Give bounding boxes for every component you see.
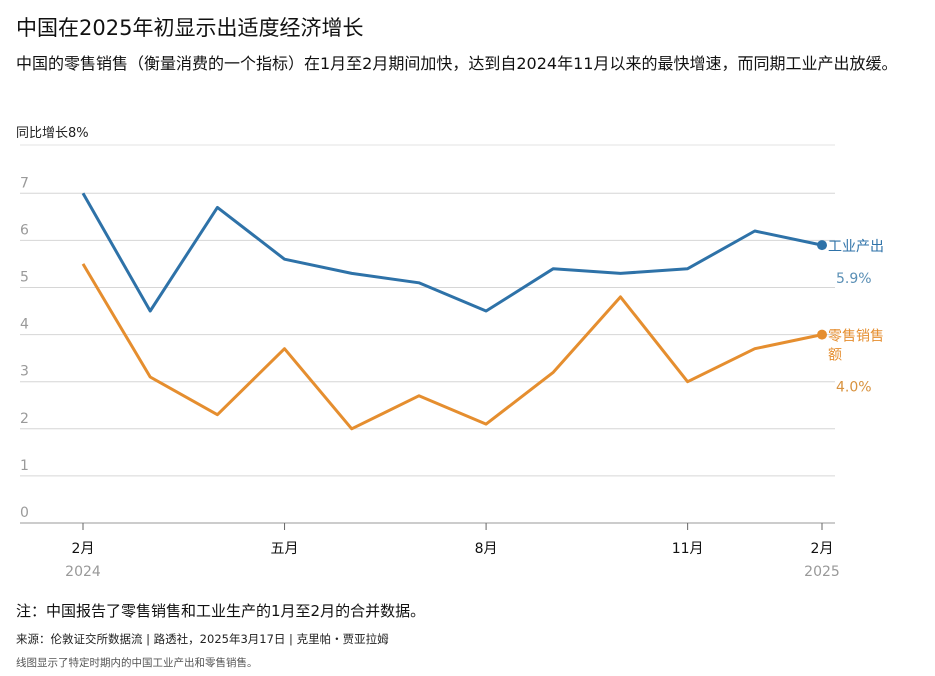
- series-value-label: 4.0%: [836, 380, 872, 396]
- y-tick-label: 0: [20, 505, 29, 521]
- series-end-dot: [817, 240, 827, 251]
- line-chart: 0 1 2 3 4 5 6 7 2月 2024 五月 8月 11月 2月 2025 工业产出 5.9% 零售销…: [20, 144, 884, 580]
- x-tick-year: 2024: [65, 564, 101, 580]
- y-ticks: 0 1 2 3 4 5 6 7: [20, 175, 29, 521]
- chart-note: 注：中国报告了零售销售和工业生产的1月至2月的合并数据。: [16, 602, 426, 620]
- x-tick-label: 五月: [271, 541, 299, 557]
- series-line-retail-sales: [81, 263, 823, 431]
- chart-subtitle: 中国的零售销售（衡量消费的一个指标）在1月至2月期间加快，达到自2024年11月…: [16, 54, 898, 73]
- series-lines: [81, 192, 827, 431]
- series-name-label: 额: [828, 348, 842, 364]
- series-value-label: 5.9%: [836, 271, 872, 287]
- series-name-label: 零售销售: [828, 329, 884, 345]
- chart-title: 中国在2025年初显示出适度经济增长: [16, 16, 364, 40]
- x-axis: 2月 2024 五月 8月 11月 2月 2025: [20, 522, 840, 580]
- x-tick-label: 2月: [811, 541, 834, 557]
- y-tick-label: 7: [20, 175, 29, 191]
- gridlines: [20, 144, 835, 477]
- x-tick-label: 11月: [672, 541, 704, 557]
- x-tick-label: 2月: [72, 541, 95, 557]
- series-end-dot: [817, 329, 827, 340]
- y-tick-label: 5: [20, 270, 29, 286]
- y-axis-label: 同比增长8%: [16, 126, 89, 141]
- y-tick-label: 1: [20, 458, 29, 474]
- y-tick-label: 6: [20, 222, 29, 238]
- chart-source: 来源：伦敦证交所数据流 | 路透社，2025年3月17日 | 克里帕・贾亚拉姆: [16, 632, 389, 646]
- series-name-label: 工业产出: [828, 239, 884, 255]
- x-tick-year: 2025: [804, 564, 840, 580]
- chart-alt-text: 线图显示了特定时期内的中国工业产出和零售销售。: [16, 657, 258, 669]
- x-tick-label: 8月: [475, 541, 498, 557]
- series-line-industrial-output: [81, 192, 823, 313]
- y-tick-label: 4: [20, 317, 29, 333]
- y-tick-label: 2: [20, 411, 29, 427]
- y-tick-label: 3: [20, 364, 29, 380]
